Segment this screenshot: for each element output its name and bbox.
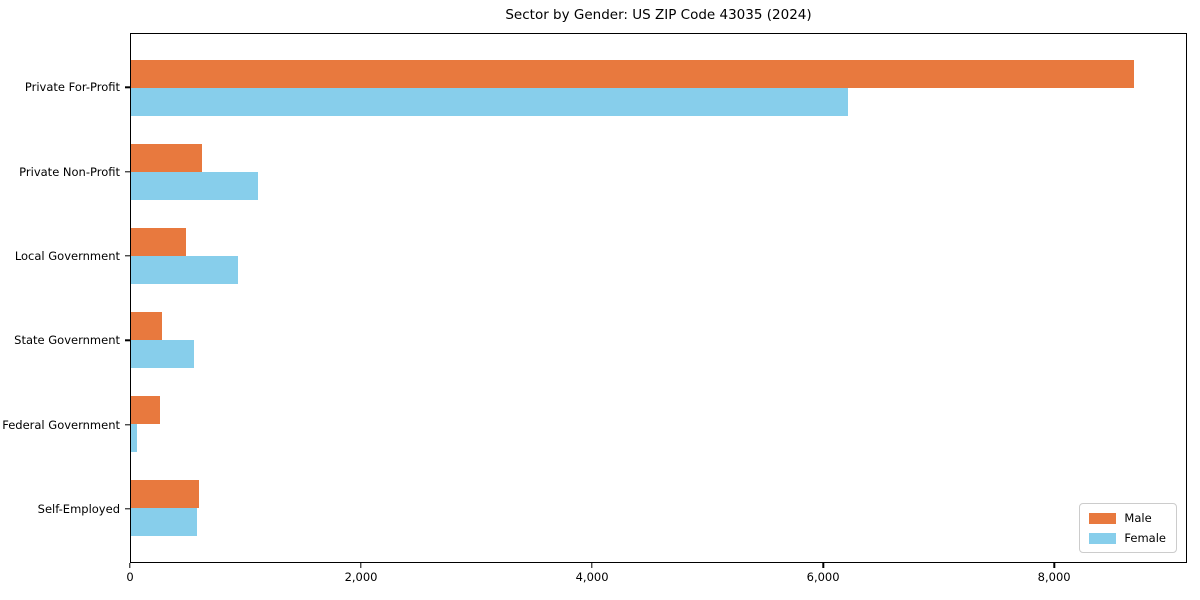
male-bar xyxy=(131,396,160,424)
x-tick-label: 2,000 xyxy=(344,570,378,584)
legend: Male Female xyxy=(1079,503,1177,553)
legend-item-female: Female xyxy=(1089,531,1166,545)
x-tick-label: 0 xyxy=(126,570,134,584)
plot-area: Male Female xyxy=(130,33,1187,563)
x-tick-label: 4,000 xyxy=(575,570,609,584)
y-tick-label: Self-Employed xyxy=(37,501,120,516)
x-tick-label: 8,000 xyxy=(1037,570,1071,584)
category-row xyxy=(131,466,1186,550)
category-row xyxy=(131,46,1186,130)
y-tick-label: State Government xyxy=(14,333,120,348)
male-bar xyxy=(131,228,187,256)
y-tick-mark xyxy=(125,339,130,341)
bar-rows xyxy=(131,34,1186,562)
legend-label: Female xyxy=(1124,531,1166,545)
legend-label: Male xyxy=(1124,511,1152,525)
y-tick-label: Federal Government xyxy=(2,417,120,432)
y-tick-mark xyxy=(125,170,130,173)
female-bar xyxy=(131,424,137,452)
y-tick-label: Private Non-Profit xyxy=(19,164,120,179)
y-axis-labels: Private For-Profit Private Non-Profit Loca… xyxy=(0,33,130,563)
female-bar xyxy=(131,508,197,536)
male-bar xyxy=(131,480,200,508)
x-tick-mark xyxy=(1053,563,1055,568)
category-row xyxy=(131,298,1186,382)
chart-title: Sector by Gender: US ZIP Code 43035 (202… xyxy=(505,7,812,23)
legend-swatch-female xyxy=(1089,532,1117,544)
x-tick-mark xyxy=(129,563,131,568)
male-bar xyxy=(131,312,163,340)
female-bar xyxy=(131,340,195,368)
x-tick-label: 6,000 xyxy=(806,570,840,584)
y-tick-mark xyxy=(125,508,130,510)
legend-swatch-male xyxy=(1089,512,1117,524)
category-row xyxy=(131,214,1186,298)
x-axis-ticks: 0 2,000 4,000 6,000 8,000 xyxy=(126,563,1187,593)
legend-item-male: Male xyxy=(1089,511,1166,525)
female-bar xyxy=(131,172,258,200)
x-tick-mark xyxy=(360,563,362,568)
male-bar xyxy=(131,60,1135,88)
x-tick-mark xyxy=(822,563,824,568)
y-tick-mark xyxy=(125,255,130,257)
y-tick-mark xyxy=(125,86,130,88)
y-tick-label: Local Government xyxy=(14,248,120,263)
female-bar xyxy=(131,256,239,284)
x-tick-mark xyxy=(591,563,593,568)
category-row xyxy=(131,130,1186,214)
female-bar xyxy=(131,88,849,116)
category-row xyxy=(131,382,1186,466)
male-bar xyxy=(131,144,203,172)
y-tick-mark xyxy=(125,423,130,426)
y-tick-label: Private For-Profit xyxy=(24,80,120,95)
